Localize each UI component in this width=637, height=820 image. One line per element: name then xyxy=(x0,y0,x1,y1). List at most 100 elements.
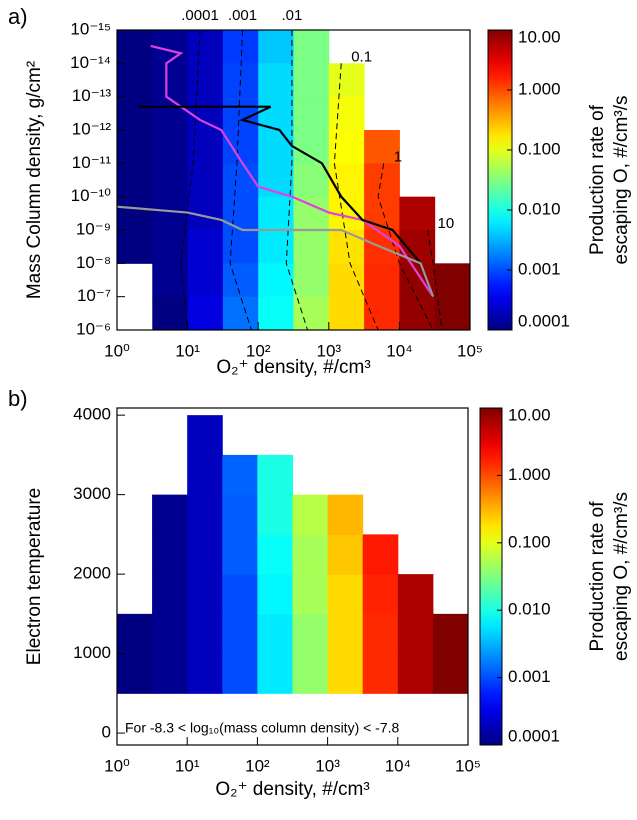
heat-cell xyxy=(364,130,400,164)
heat-cell xyxy=(364,296,400,331)
heat-cell xyxy=(187,96,224,131)
y-tick-label: 4000 xyxy=(73,405,111,424)
heat-cell xyxy=(152,96,189,131)
colorbar xyxy=(487,29,513,331)
heat-cell xyxy=(117,653,153,694)
heat-cell xyxy=(152,196,189,231)
contour-label: 10 xyxy=(437,215,454,232)
heat-cell xyxy=(362,534,399,575)
heat-cell xyxy=(117,613,153,655)
heat-cell xyxy=(222,494,258,535)
heat-cell xyxy=(434,263,471,298)
x-tick-label: 10¹ xyxy=(175,756,200,775)
colorbar-label: escaping O, #/cm³/s xyxy=(611,96,632,265)
heat-cell xyxy=(397,574,434,615)
heat-cell xyxy=(257,494,293,535)
heat-cell xyxy=(328,63,365,98)
y-axis-label: Mass Column density, g/cm² xyxy=(24,61,45,299)
x-tick-label: 10² xyxy=(245,756,270,775)
heat-cell xyxy=(257,653,293,694)
x-tick-label: 10⁵ xyxy=(457,341,483,360)
colorbar-label: Production rate of xyxy=(587,501,608,652)
contour-label: 1 xyxy=(394,148,402,165)
heat-cell xyxy=(152,653,188,694)
heat-cell xyxy=(117,130,153,164)
heat-cell xyxy=(397,653,434,694)
heat-cell xyxy=(293,163,330,198)
heat-cell xyxy=(258,130,294,164)
heat-cell xyxy=(187,30,224,64)
data-line xyxy=(116,205,435,298)
heat-cell xyxy=(328,230,365,264)
heat-cell xyxy=(222,230,259,264)
data-line xyxy=(138,105,435,298)
heat-cell xyxy=(258,296,294,331)
x-axis-label: O₂⁺ density, #/cm³ xyxy=(215,779,369,800)
x-tick-label: 10⁵ xyxy=(455,756,481,775)
y-tick-label: 10⁻⁶ xyxy=(76,319,111,338)
heat-cell xyxy=(187,534,223,575)
heat-cell xyxy=(222,30,259,64)
heat-cell xyxy=(222,96,259,131)
heat-cell xyxy=(222,454,258,496)
heat-cell xyxy=(327,574,364,615)
heat-cell xyxy=(293,196,330,231)
x-tick-label: 10⁴ xyxy=(385,756,411,775)
contour-line xyxy=(229,29,252,331)
heat-cell xyxy=(222,196,259,231)
colorbar xyxy=(479,407,503,746)
heat-cell xyxy=(364,163,400,198)
contour-label: 0.1 xyxy=(351,48,372,65)
heat-cell xyxy=(293,296,330,331)
heat-cell xyxy=(293,96,330,131)
heat-cell xyxy=(327,494,364,535)
y-tick-label: 3000 xyxy=(73,484,111,503)
heat-cell xyxy=(187,494,223,535)
heat-cell xyxy=(292,574,329,615)
heat-cell xyxy=(187,454,223,496)
heat-cell xyxy=(187,613,223,655)
heat-cell xyxy=(187,574,223,615)
colorbar-tick-label: 10.00 xyxy=(518,27,561,46)
x-axis-label: O₂⁺ density, #/cm³ xyxy=(216,357,370,378)
heat-cell xyxy=(187,163,224,198)
y-tick-label: 0 xyxy=(102,723,111,742)
heat-cell xyxy=(117,163,153,198)
heat-cell xyxy=(364,263,400,298)
heat-cell xyxy=(328,296,365,331)
annotation: For -8.3 < log₁₀(mass column density) < … xyxy=(125,720,400,736)
heat-cell xyxy=(327,534,364,575)
heat-cell xyxy=(222,613,258,655)
heat-cell xyxy=(152,534,188,575)
heat-cell xyxy=(117,196,153,231)
y-tick-label: 10⁻¹² xyxy=(72,119,112,138)
colorbar-tick-label: 0.100 xyxy=(518,139,561,158)
y-tick-label: 1000 xyxy=(73,643,111,662)
contour-line xyxy=(427,229,443,331)
heat-cell xyxy=(292,534,329,575)
colorbar-tick-label: 1.000 xyxy=(518,79,561,98)
plot-frame xyxy=(116,407,469,746)
heat-cell xyxy=(257,574,293,615)
heat-cell xyxy=(293,263,330,298)
heat-cell xyxy=(152,296,189,331)
heat-cell xyxy=(327,653,364,694)
panel-label: a) xyxy=(8,4,28,29)
heat-cell xyxy=(292,494,329,535)
colorbar-tick-label: 0.0001 xyxy=(518,311,570,330)
heat-cell xyxy=(292,653,329,694)
heat-cell xyxy=(187,653,223,694)
y-tick-label: 10⁻¹⁰ xyxy=(71,186,112,205)
heat-cell xyxy=(292,613,329,655)
contour-label: .01 xyxy=(281,7,302,24)
x-tick-label: 10³ xyxy=(317,341,342,360)
heat-cell xyxy=(432,613,469,655)
heat-cell xyxy=(397,613,434,655)
colorbar-tick-label: 0.001 xyxy=(518,259,561,278)
heat-cell xyxy=(152,163,189,198)
heat-cell xyxy=(432,653,469,694)
heat-cell xyxy=(328,263,365,298)
heat-cell xyxy=(293,63,330,98)
heat-cell xyxy=(327,613,364,655)
